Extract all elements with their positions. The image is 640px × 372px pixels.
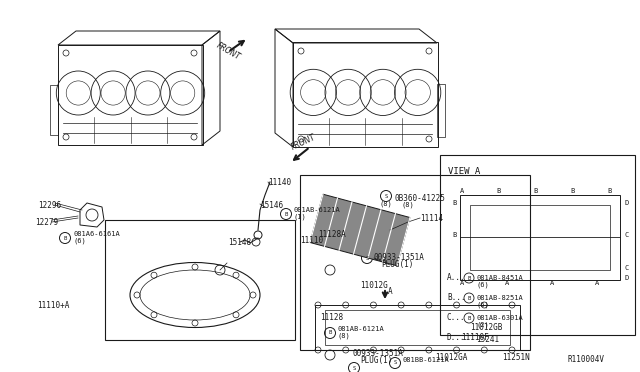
- Text: D: D: [625, 200, 629, 206]
- Bar: [300, 175, 530, 350]
- Text: B: B: [453, 200, 457, 206]
- Text: 081A6-6161A: 081A6-6161A: [73, 231, 120, 237]
- Text: S: S: [385, 193, 388, 199]
- Text: 12296: 12296: [38, 201, 61, 209]
- Text: S: S: [394, 360, 397, 366]
- Text: B: B: [467, 315, 470, 321]
- Text: R110004V: R110004V: [568, 356, 605, 365]
- Text: A: A: [550, 280, 554, 286]
- Bar: [293, 42, 438, 147]
- Text: (6): (6): [477, 302, 490, 308]
- Text: A: A: [460, 188, 464, 194]
- Text: 11110: 11110: [300, 235, 323, 244]
- Bar: [105, 220, 295, 340]
- Text: C: C: [625, 265, 629, 271]
- Text: PLUG(1): PLUG(1): [360, 356, 392, 365]
- Text: 11110F: 11110F: [461, 334, 489, 343]
- Text: 081AB-6121A: 081AB-6121A: [338, 326, 385, 332]
- Text: A: A: [595, 280, 599, 286]
- Text: B: B: [608, 188, 612, 194]
- Text: B: B: [453, 232, 457, 238]
- Text: C: C: [625, 232, 629, 238]
- Text: A: A: [388, 286, 392, 295]
- Text: 15241: 15241: [476, 336, 499, 344]
- Text: (6): (6): [73, 238, 86, 244]
- Text: 00933-1351A: 00933-1351A: [374, 253, 425, 263]
- Text: 00933-1351A: 00933-1351A: [353, 349, 404, 357]
- Bar: [437, 84, 445, 137]
- Text: 081AB-6121A: 081AB-6121A: [294, 207, 340, 213]
- Text: 12279: 12279: [35, 218, 58, 227]
- Polygon shape: [310, 194, 410, 266]
- Text: D: D: [625, 275, 629, 281]
- Text: (8): (8): [380, 201, 392, 207]
- Bar: [440, 155, 635, 335]
- Text: PLUG(1): PLUG(1): [381, 260, 413, 269]
- Text: 11128: 11128: [320, 314, 343, 323]
- Text: 081AB-6301A: 081AB-6301A: [477, 315, 524, 321]
- Text: B: B: [63, 235, 67, 241]
- Text: (6): (6): [477, 282, 490, 288]
- Text: 11012GB: 11012GB: [470, 324, 502, 333]
- Text: S: S: [353, 366, 356, 371]
- Text: (1): (1): [294, 214, 307, 220]
- Text: (8): (8): [402, 202, 415, 208]
- Text: 11114: 11114: [420, 214, 443, 222]
- Text: B...: B...: [447, 294, 465, 302]
- Text: 081AB-8451A: 081AB-8451A: [477, 275, 524, 281]
- Text: 0B360-41225: 0B360-41225: [395, 193, 446, 202]
- Text: 081AB-8251A: 081AB-8251A: [477, 295, 524, 301]
- Text: C...: C...: [447, 314, 465, 323]
- Text: (2): (2): [477, 322, 490, 328]
- Bar: [50, 85, 58, 135]
- Text: B: B: [467, 295, 470, 301]
- Text: 11012GA: 11012GA: [435, 353, 467, 362]
- Text: A: A: [460, 280, 464, 286]
- Text: D...: D...: [447, 334, 465, 343]
- Text: 11140: 11140: [268, 177, 291, 186]
- Text: 11110+A: 11110+A: [37, 301, 69, 310]
- Text: A: A: [505, 280, 509, 286]
- Text: (8): (8): [338, 333, 351, 339]
- Text: B: B: [534, 188, 538, 194]
- Text: 15148: 15148: [228, 237, 251, 247]
- Text: 11128A: 11128A: [318, 230, 346, 238]
- Text: B: B: [467, 276, 470, 280]
- Text: 15146: 15146: [260, 201, 283, 209]
- Text: 11251N: 11251N: [502, 353, 530, 362]
- Text: S: S: [365, 256, 369, 260]
- Text: FRONT: FRONT: [290, 133, 317, 152]
- Bar: [58, 45, 203, 145]
- Text: B: B: [497, 188, 501, 194]
- Text: 081BB-6121A: 081BB-6121A: [403, 357, 450, 363]
- Text: B: B: [571, 188, 575, 194]
- Text: B: B: [328, 330, 332, 336]
- Text: B: B: [284, 212, 287, 217]
- Text: A...: A...: [447, 273, 465, 282]
- Text: FRONT: FRONT: [215, 41, 242, 62]
- Text: VIEW A: VIEW A: [448, 167, 480, 176]
- Text: 11012G: 11012G: [360, 280, 388, 289]
